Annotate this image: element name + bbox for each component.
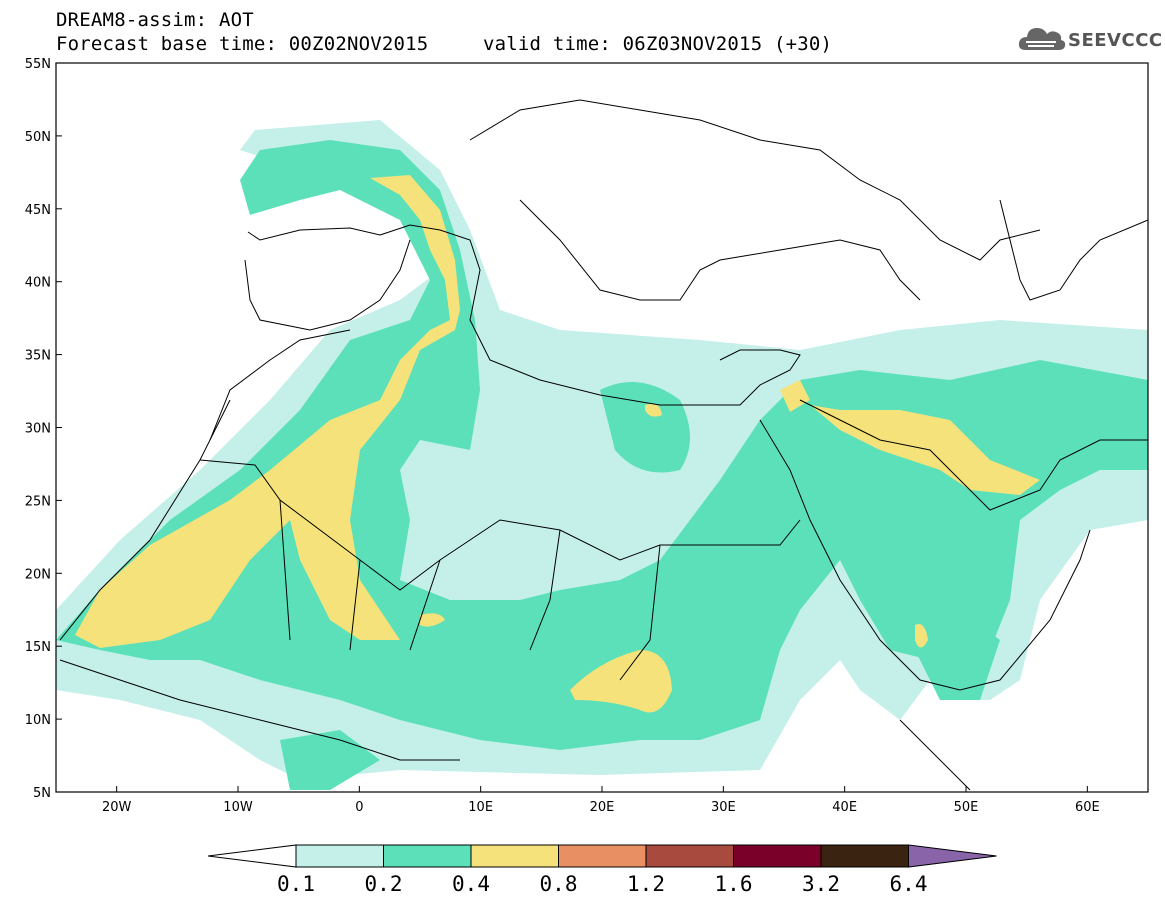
map-plot-area	[56, 99, 1148, 791]
lat-tick-label: 15N	[25, 640, 51, 655]
lat-tick-label: 50N	[25, 130, 51, 145]
title-line-2: Forecast base time: 00Z02NOV2015	[56, 33, 429, 55]
colorbar-segment	[295, 844, 384, 868]
lon-tick-label: 20W	[102, 800, 132, 815]
latitude-ticks: 55N 50N 45N 40N 35N 30N 25N 20N 15N 10N 5N	[25, 57, 62, 801]
colorbar-label: 1.6	[714, 872, 753, 896]
lat-tick-label: 10N	[25, 713, 51, 728]
lat-tick-label: 45N	[25, 203, 51, 218]
aot-level-0.4	[75, 175, 1040, 713]
colorbar	[207, 844, 997, 868]
coastlines	[59, 99, 1148, 791]
lon-tick-label: 0	[355, 800, 363, 815]
colorbar-segment	[558, 844, 647, 868]
lon-tick-label: 20E	[590, 800, 615, 815]
title-line-3: valid time: 06Z03NOV2015 (+30)	[483, 33, 833, 55]
logo-text: SEEVCCC	[1068, 30, 1163, 51]
colorbar-label: 0.1	[277, 872, 315, 896]
longitude-ticks: 20W 10W 0 10E 20E 30E 40E 50E 60E	[102, 786, 1100, 815]
lon-tick-label: 60E	[1075, 800, 1100, 815]
colorbar-segment	[733, 844, 822, 868]
cloud-icon	[1018, 28, 1066, 50]
colorbar-segment	[383, 844, 472, 868]
colorbar-segment	[470, 844, 559, 868]
lat-tick-label: 30N	[25, 422, 51, 437]
colorbar-label: 1.2	[627, 872, 665, 896]
colorbar-label: 3.2	[802, 872, 840, 896]
lon-tick-label: 10E	[468, 800, 493, 815]
colorbar-segment	[820, 844, 909, 868]
lon-tick-label: 40E	[832, 800, 857, 815]
lat-tick-label: 40N	[25, 276, 51, 291]
colorbar-segment	[645, 844, 734, 868]
colorbar-label: 0.8	[539, 872, 578, 896]
colorbar-max-arrow	[908, 844, 997, 868]
seevccc-logo: SEEVCCC	[1018, 22, 1162, 58]
colorbar-label: 0.4	[452, 872, 490, 896]
lat-tick-label: 25N	[25, 494, 51, 509]
colorbar-label: 6.4	[889, 872, 928, 896]
lon-tick-label: 10W	[223, 800, 253, 815]
title-line-1: DREAM8-assim: AOT	[56, 9, 254, 31]
lat-tick-label: 55N	[25, 57, 51, 72]
lon-tick-label: 50E	[954, 800, 979, 815]
colorbar-label: 0.2	[364, 872, 403, 896]
lat-tick-label: 5N	[33, 786, 51, 801]
colorbar-min-arrow	[207, 844, 297, 868]
lat-tick-label: 20N	[25, 567, 51, 582]
lon-tick-label: 30E	[711, 800, 736, 815]
lat-tick-label: 35N	[25, 349, 51, 364]
